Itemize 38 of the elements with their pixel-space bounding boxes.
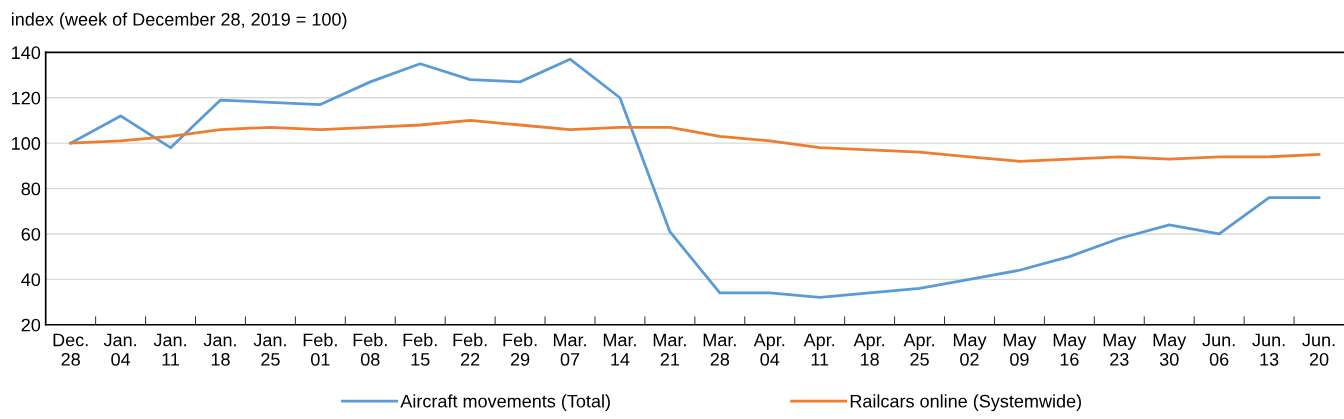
x-tick-label: May 30 — [1153, 333, 1187, 366]
x-tick-label: May 23 — [1103, 333, 1137, 366]
x-tick-label: May 09 — [1003, 333, 1037, 366]
y-tick-label: 80 — [21, 182, 41, 196]
x-tick-label: Jan. 18 — [203, 333, 236, 366]
x-tick-label: Dec. 28 — [53, 333, 88, 366]
x-tick-label: Feb. 29 — [503, 333, 537, 366]
x-tick-label: Apr. 04 — [753, 333, 785, 366]
x-tick-label: Mar. 28 — [703, 333, 736, 366]
x-tick-label: May 16 — [1053, 333, 1087, 366]
x-tick-label: Feb. 22 — [453, 333, 487, 366]
y-tick-label: 20 — [21, 318, 41, 332]
x-tick-label: Jun. 06 — [1202, 333, 1235, 366]
y-tick-label: 100 — [12, 137, 41, 150]
y-tick-label: 60 — [21, 227, 41, 241]
x-tick-label: Apr. 11 — [803, 333, 835, 366]
y-tick-label: 140 — [12, 46, 41, 60]
x-tick-label: Mar. 21 — [653, 333, 686, 366]
x-tick-label: Feb. 08 — [353, 333, 387, 366]
x-tick-label: Apr. 25 — [903, 333, 934, 366]
y-axis-title: index (week of December 28, 2019 = 100) — [11, 12, 347, 30]
x-tick-label: Jun. 20 — [1302, 333, 1335, 366]
legend-label: Aircraft movements (Total) — [400, 394, 610, 412]
x-tick-label: Jan. 04 — [103, 333, 137, 366]
x-tick-label: Jan. 11 — [153, 333, 186, 366]
x-tick-label: Mar. 07 — [553, 333, 586, 366]
x-tick-label: Mar. 14 — [603, 333, 636, 366]
line-series — [69, 57, 1321, 299]
x-tick-label: Apr. 18 — [853, 333, 885, 366]
x-tick-label: May 02 — [953, 333, 987, 366]
line-series — [69, 119, 1321, 163]
legend-label: Railcars online (Systemwide) — [850, 394, 1081, 412]
x-tick-label: Feb. 15 — [403, 333, 437, 366]
x-tick-label: Jan. 25 — [253, 333, 286, 366]
y-tick-label: 40 — [21, 273, 41, 287]
y-tick-label: 120 — [12, 91, 41, 105]
x-tick-label: Jun. 13 — [1252, 333, 1285, 366]
x-tick-label: Feb. 01 — [303, 333, 337, 366]
